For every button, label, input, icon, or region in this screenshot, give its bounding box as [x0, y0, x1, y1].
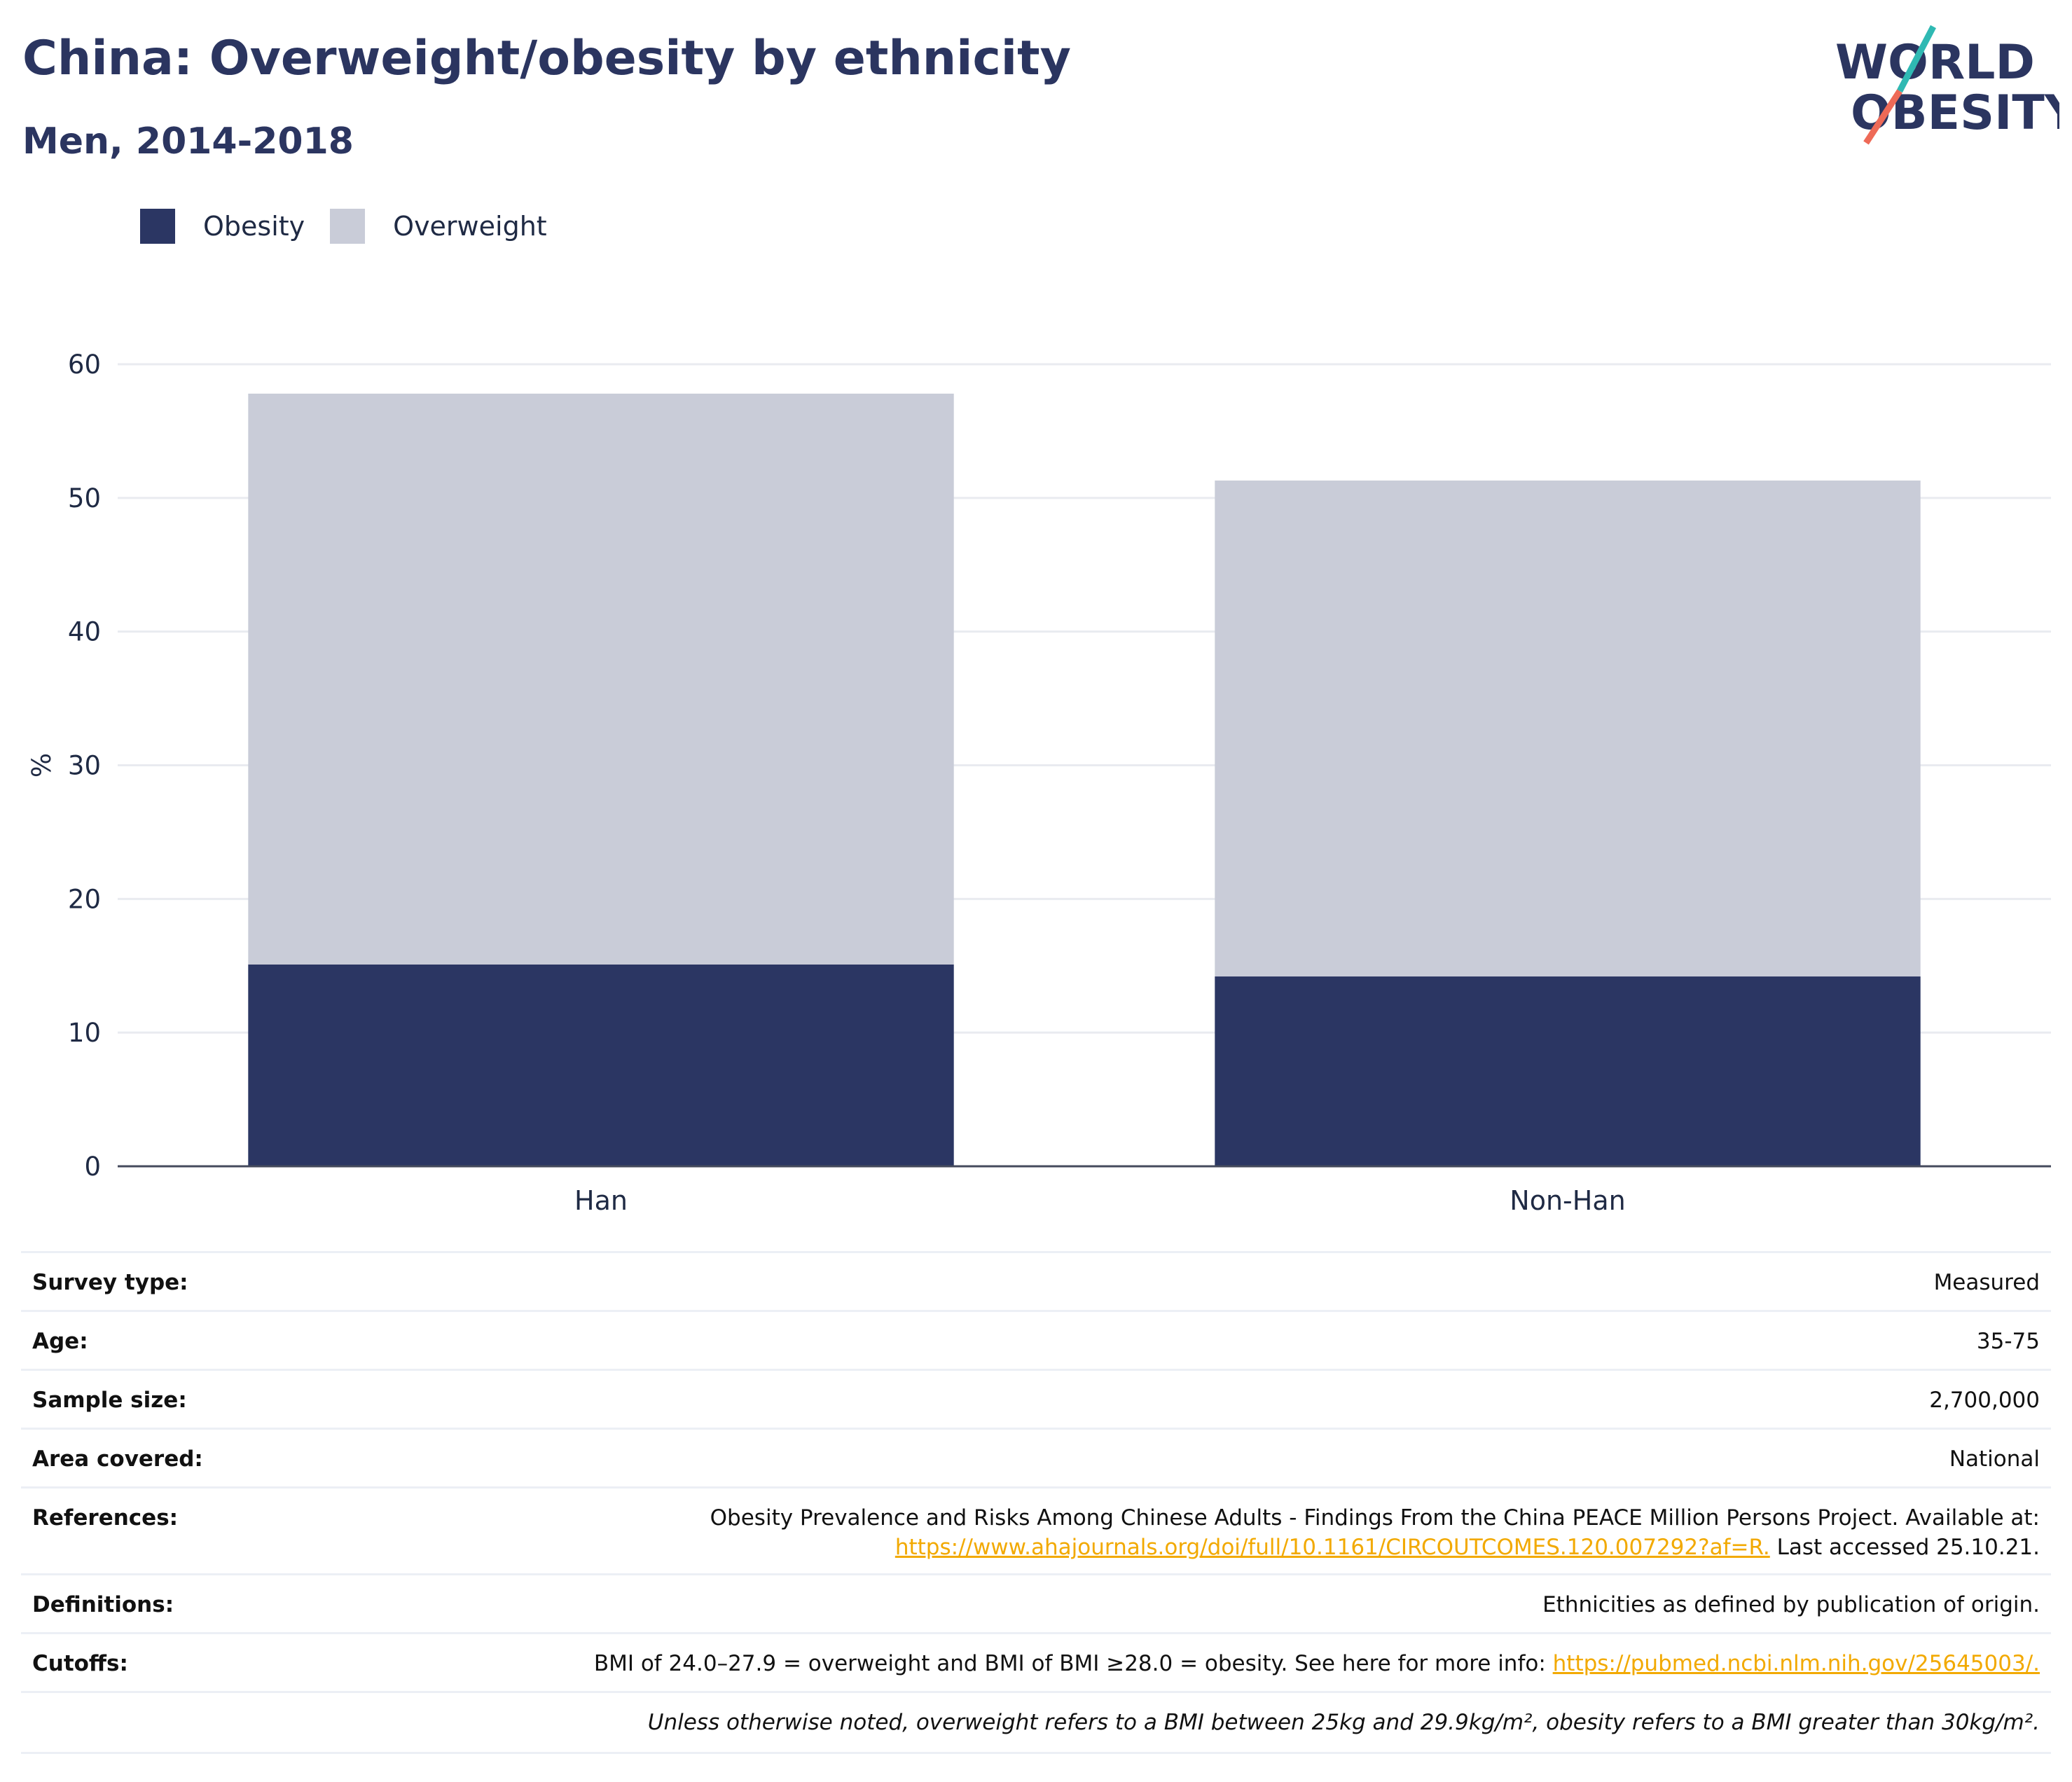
area-covered-value: National [1949, 1446, 2040, 1472]
row-age: Age: 35-75 [21, 1310, 2051, 1369]
legend-item-overweight[interactable]: Overweight [330, 209, 547, 244]
survey-type-label: Survey type: [32, 1270, 188, 1295]
sample-size-value: 2,700,000 [1929, 1388, 2040, 1413]
references-label: References: [32, 1505, 179, 1531]
references-value: Obesity Prevalence and Risks Among Chine… [710, 1505, 2040, 1560]
row-sample-size: Sample size: 2,700,000 [21, 1369, 2051, 1428]
cutoffs-link[interactable]: https://pubmed.ncbi.nlm.nih.gov/25645003… [1552, 1651, 2040, 1676]
row-survey-type: Survey type: Measured [21, 1251, 2051, 1310]
sample-size-label: Sample size: [32, 1388, 187, 1413]
legend-item-obesity[interactable]: Obesity [140, 209, 305, 244]
cutoffs-label: Cutoffs: [32, 1651, 128, 1676]
references-link[interactable]: https://www.ahajournals.org/doi/full/10.… [895, 1535, 1770, 1560]
y-tick-label: 30 [68, 751, 101, 781]
bar-obesity-non-han [1215, 976, 1921, 1166]
row-note: Unless otherwise noted, overweight refer… [21, 1691, 2051, 1754]
survey-type-value: Measured [1933, 1270, 2040, 1295]
y-tick-label: 0 [84, 1152, 101, 1182]
definitions-value: Ethnicities as defined by publication of… [1542, 1592, 2040, 1617]
bmi-note: Unless otherwise noted, overweight refer… [647, 1710, 2040, 1735]
row-references: References: Obesity Prevalence and Risks… [21, 1486, 2051, 1573]
bar-overweight-non-han [1215, 481, 1921, 977]
stacked-bar-chart: 0 10 20 30 40 50 60% Han Non-Han [27, 350, 2051, 1216]
legend-label-obesity: Obesity [203, 211, 305, 242]
chart-subtitle: Men, 2014-2018 [22, 120, 354, 163]
metadata-table: Survey type: Measured Age: 35-75 Sample … [21, 1251, 2051, 1754]
cutoffs-value: BMI of 24.0–27.9 = overweight and BMI of… [594, 1651, 2040, 1676]
chart-legend: Obesity Overweight [140, 209, 572, 244]
cutoffs-text: BMI of 24.0–27.9 = overweight and BMI of… [593, 1651, 1546, 1676]
y-axis-label: % [27, 753, 57, 778]
y-tick-label: 20 [68, 884, 101, 914]
age-label: Age: [32, 1329, 88, 1354]
references-text: Obesity Prevalence and Risks Among Chine… [710, 1505, 2040, 1531]
age-value: 35-75 [1976, 1329, 2040, 1354]
row-area-covered: Area covered: National [21, 1428, 2051, 1486]
chart-title: China: Overweight/obesity by ethnicity [22, 31, 1071, 86]
y-tick-label: 10 [68, 1018, 101, 1048]
y-tick-label: 60 [68, 350, 101, 380]
bar-obesity-han [248, 964, 954, 1166]
row-definitions: Definitions: Ethnicities as defined by p… [21, 1573, 2051, 1632]
logo-slash-teal [1897, 25, 1936, 93]
row-cutoffs: Cutoffs: BMI of 24.0–27.9 = overweight a… [21, 1632, 2051, 1691]
logo-slash-coral [1863, 89, 1902, 145]
area-covered-label: Area covered: [32, 1446, 203, 1472]
bar-overweight-han [248, 393, 954, 965]
logo-line1: WORLD [1835, 35, 2035, 90]
references-suffix: Last accessed 25.10.21. [1776, 1535, 2040, 1560]
world-obesity-logo: WORLD OBESITY [1835, 25, 2059, 145]
legend-label-overweight: Overweight [393, 211, 547, 242]
legend-swatch-overweight [330, 209, 366, 244]
y-tick-label: 50 [68, 483, 101, 513]
x-tick-label: Han [574, 1185, 628, 1216]
definitions-label: Definitions: [32, 1592, 174, 1617]
y-tick-label: 40 [68, 617, 101, 647]
x-tick-label: Non-Han [1510, 1185, 1625, 1216]
legend-swatch-obesity [140, 209, 175, 244]
